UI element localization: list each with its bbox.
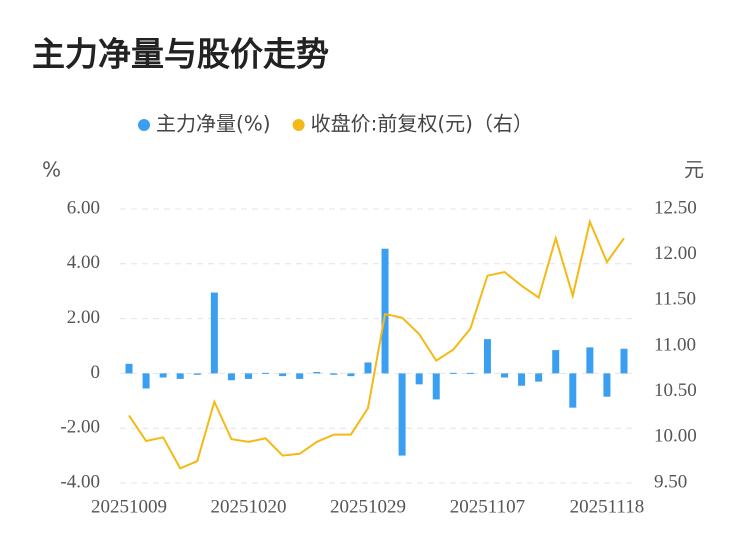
bar [432,373,440,400]
y2-tick-label: 12.00 [654,243,697,264]
x-tick-label: 20251118 [570,496,645,517]
bar [620,348,628,374]
bar [501,373,509,378]
y-tick-label: 0 [91,362,101,383]
bar [552,350,560,374]
bar [466,372,474,374]
bar [398,373,406,456]
y2-tick-label: 11.00 [654,334,696,355]
bar [210,292,218,374]
x-tick-label: 20251020 [210,496,286,517]
bar [159,373,167,378]
bar [586,347,594,374]
chart-title: 主力净量与股价走势 [32,35,329,74]
bar [518,373,526,386]
price-line [128,218,625,470]
bar [193,373,201,375]
bar [142,373,150,389]
y-tick-label: -4.00 [60,471,100,492]
x-tick-label: 20251107 [450,496,525,517]
bar [347,373,355,377]
y2-tick-label: 11.50 [654,289,696,310]
bar [364,362,372,374]
bar [244,373,252,379]
y-tick-label: 2.00 [67,307,100,328]
bar [330,373,338,375]
legend-marker [292,119,305,131]
bar [313,372,321,374]
bar [569,373,577,408]
bar [381,248,389,374]
bar [279,373,287,377]
bar [535,373,543,382]
legend-label: 主力净量(%) [156,112,271,136]
bar [296,373,304,379]
y-tick-label: -2.00 [60,417,100,438]
bar [176,373,184,379]
bar [483,339,491,374]
legend-marker [138,119,150,131]
x-tick-label: 20251029 [330,496,406,517]
bar [603,373,611,397]
y-tick-label: 4.00 [67,252,100,273]
x-tick-label: 20251009 [91,496,167,517]
y2-tick-label: 10.50 [654,380,697,401]
bar [415,373,423,385]
y2-axis-label: 元 [684,158,704,182]
y-tick-label: 6.00 [67,197,100,218]
y2-tick-label: 9.50 [654,471,687,492]
y-axis-label: % [42,158,61,182]
legend-label: 收盘价:前复权(元)（右） [311,112,533,136]
y2-tick-label: 12.50 [654,197,697,218]
y2-tick-label: 10.00 [654,426,697,447]
bar [449,372,457,374]
bar [262,372,270,374]
bar [227,373,235,381]
bar [125,363,133,374]
